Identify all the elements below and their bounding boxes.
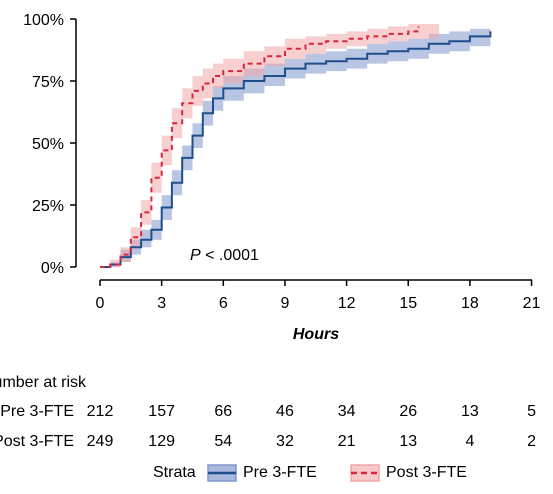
risk-count: 34 xyxy=(338,403,356,420)
y-tick-label: 25% xyxy=(32,198,64,215)
p-value-text: < .0001 xyxy=(201,247,259,264)
y-tick-label: 0% xyxy=(41,260,64,277)
risk-count: 66 xyxy=(214,403,232,420)
x-tick-label: 18 xyxy=(461,295,479,312)
x-tick-label: 15 xyxy=(399,295,417,312)
series-lines xyxy=(100,26,492,268)
series-line-pre xyxy=(100,31,492,268)
confidence-bands xyxy=(100,21,491,268)
legend: Strata Pre 3-FTE Post 3-FTE xyxy=(153,464,467,482)
risk-count: 249 xyxy=(87,433,114,450)
risk-count: 26 xyxy=(399,403,417,420)
series-line-post xyxy=(100,26,420,268)
risk-count: 46 xyxy=(276,403,294,420)
x-tick-label: 12 xyxy=(338,295,356,312)
risk-table-title: Number at risk xyxy=(0,374,87,391)
x-tick-label: 3 xyxy=(157,295,166,312)
risk-row-label: Pre 3-FTE xyxy=(0,403,74,420)
x-tick-label: 0 xyxy=(96,295,105,312)
y-tick-label: 75% xyxy=(32,74,64,91)
x-ticks: 0 3 6 9 12 15 18 21 xyxy=(96,280,541,312)
risk-count: 212 xyxy=(87,403,114,420)
risk-count: 54 xyxy=(214,433,232,450)
legend-label-post: Post 3-FTE xyxy=(386,464,467,481)
x-tick-label: 21 xyxy=(523,295,541,312)
y-ticks: 0% 25% 50% 75% 100% xyxy=(23,12,76,277)
legend-label-pre: Pre 3-FTE xyxy=(243,464,317,481)
p-value-annotation: P < .0001 xyxy=(190,247,259,264)
risk-count: 32 xyxy=(276,433,294,450)
p-value-symbol: P xyxy=(190,247,201,264)
risk-count: 21 xyxy=(338,433,356,450)
x-tick-label: 9 xyxy=(280,295,289,312)
risk-count: 129 xyxy=(148,433,175,450)
risk-count: 4 xyxy=(465,433,474,450)
risk-count: 5 xyxy=(527,403,536,420)
risk-count: 157 xyxy=(148,403,175,420)
y-tick-label: 50% xyxy=(32,136,64,153)
risk-count: 13 xyxy=(461,403,479,420)
x-axis-title: Hours xyxy=(293,326,339,343)
risk-row-label: Post 3-FTE xyxy=(0,433,74,450)
risk-count: 2 xyxy=(527,433,536,450)
ci-band-post xyxy=(100,21,440,267)
ci-band-pre xyxy=(100,26,491,268)
y-tick-label: 100% xyxy=(23,12,64,29)
risk-count: 13 xyxy=(399,433,417,450)
legend-title: Strata xyxy=(153,464,196,481)
x-tick-label: 6 xyxy=(219,295,228,312)
